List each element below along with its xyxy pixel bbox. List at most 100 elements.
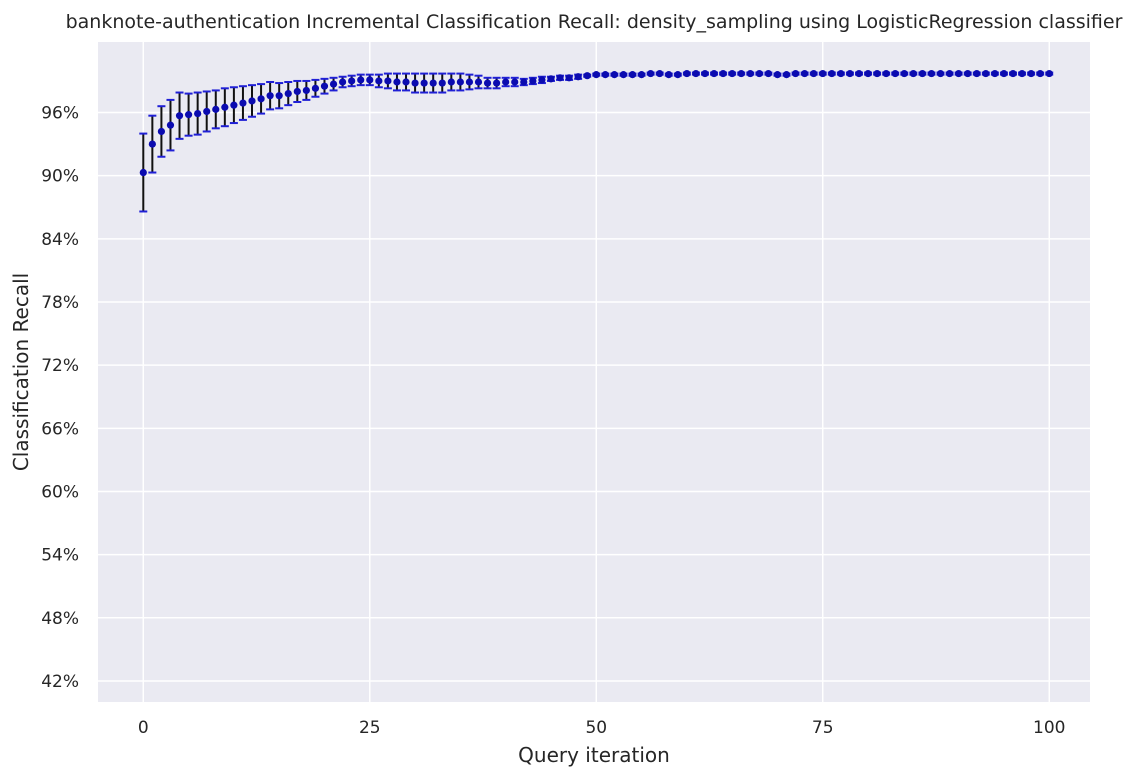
- y-tick-label: 66%: [41, 419, 79, 439]
- data-point: [520, 78, 528, 86]
- y-tick-label: 60%: [41, 482, 79, 502]
- data-point: [982, 69, 990, 78]
- data-point: [574, 73, 582, 81]
- data-point: [973, 69, 981, 78]
- data-point: [873, 69, 881, 78]
- data-point: [502, 78, 510, 86]
- data-point: [828, 69, 836, 78]
- data-point: [701, 69, 709, 78]
- data-point: [148, 140, 156, 148]
- y-tick-label: 78%: [41, 293, 79, 313]
- data-point: [656, 69, 664, 78]
- data-point: [1027, 69, 1035, 78]
- data-point: [819, 69, 827, 78]
- data-point: [846, 69, 854, 78]
- data-point: [239, 99, 247, 107]
- data-point: [955, 69, 963, 78]
- y-tick-label: 54%: [41, 546, 79, 566]
- y-tick-label: 72%: [41, 356, 79, 376]
- data-point: [1036, 69, 1044, 78]
- data-point: [864, 69, 872, 78]
- data-point: [538, 76, 546, 84]
- data-point: [891, 69, 899, 78]
- data-point: [683, 69, 691, 78]
- data-point: [764, 69, 772, 78]
- data-point: [212, 105, 220, 113]
- y-axis-label: Classification Recall: [9, 273, 33, 471]
- data-point: [411, 79, 419, 87]
- data-point: [194, 109, 202, 118]
- data-point: [918, 69, 927, 78]
- data-point: [357, 76, 365, 84]
- data-point: [991, 69, 999, 78]
- data-point: [348, 77, 356, 85]
- data-point: [221, 103, 229, 111]
- data-point: [1045, 69, 1053, 78]
- data-point: [375, 77, 383, 85]
- data-point: [483, 79, 492, 87]
- data-point: [964, 69, 972, 78]
- data-point: [456, 78, 464, 86]
- data-point: [801, 69, 809, 78]
- data-point: [284, 89, 292, 98]
- data-point: [755, 69, 763, 78]
- data-point: [474, 78, 483, 86]
- data-points: [139, 69, 1053, 177]
- x-tick-label: 50: [585, 718, 607, 738]
- data-point: [710, 69, 718, 78]
- data-point: [936, 69, 945, 78]
- x-tick-label: 0: [138, 718, 149, 738]
- data-point: [810, 69, 818, 78]
- data-point: [900, 69, 908, 78]
- data-point: [927, 69, 936, 78]
- data-point: [1018, 69, 1026, 78]
- data-point: [166, 121, 175, 129]
- data-point: [257, 95, 265, 103]
- data-point: [175, 112, 184, 120]
- data-point: [275, 92, 283, 100]
- data-point: [637, 71, 646, 79]
- data-point: [429, 79, 437, 87]
- data-point: [465, 78, 474, 86]
- data-point: [945, 69, 954, 78]
- data-point: [665, 71, 673, 79]
- data-point: [438, 79, 446, 87]
- data-point: [909, 69, 917, 78]
- y-tick-label: 84%: [41, 230, 79, 250]
- y-axis-ticks: 42% 48% 54% 60% 66% 72% 78% 84% 90% 96%: [41, 104, 79, 692]
- data-point: [157, 127, 166, 136]
- data-point: [493, 79, 501, 87]
- data-point: [647, 69, 655, 78]
- x-tick-label: 100: [1033, 718, 1065, 738]
- data-point: [447, 78, 455, 86]
- data-point: [266, 92, 274, 100]
- data-point: [583, 72, 591, 80]
- data-point: [601, 71, 609, 79]
- data-point: [366, 76, 374, 84]
- data-point: [773, 71, 782, 79]
- data-point: [393, 78, 401, 86]
- data-point: [619, 71, 628, 79]
- data-point: [782, 71, 791, 79]
- x-axis-label: Query iteration: [518, 743, 670, 767]
- chart-title: banknote-authentication Incremental Clas…: [66, 11, 1123, 33]
- y-tick-label: 96%: [41, 104, 79, 124]
- data-point: [420, 79, 428, 87]
- x-tick-label: 25: [359, 718, 381, 738]
- data-point: [628, 71, 637, 79]
- x-tick-label: 75: [812, 718, 834, 738]
- y-tick-label: 48%: [41, 609, 79, 629]
- data-point: [320, 82, 329, 90]
- data-point: [719, 69, 727, 78]
- data-point: [511, 78, 519, 86]
- grid-lines: [98, 42, 1090, 702]
- data-point: [592, 71, 600, 79]
- data-point: [855, 69, 863, 78]
- data-point: [1009, 69, 1017, 78]
- data-point: [230, 101, 238, 109]
- data-point: [339, 78, 347, 86]
- y-tick-label: 90%: [41, 167, 79, 187]
- y-tick-label: 42%: [41, 672, 79, 692]
- data-point: [248, 97, 256, 105]
